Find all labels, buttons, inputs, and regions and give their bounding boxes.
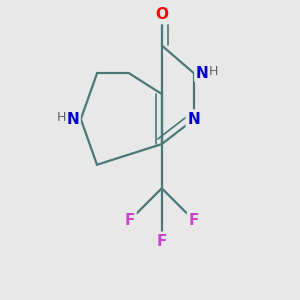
Text: F: F [157,234,167,249]
Text: H: H [57,111,66,124]
Text: O: O [155,7,168,22]
Text: N: N [196,66,208,81]
Text: N: N [67,112,79,127]
Text: F: F [189,213,200,228]
Text: F: F [124,213,135,228]
Text: H: H [208,65,218,79]
Text: N: N [188,112,200,127]
